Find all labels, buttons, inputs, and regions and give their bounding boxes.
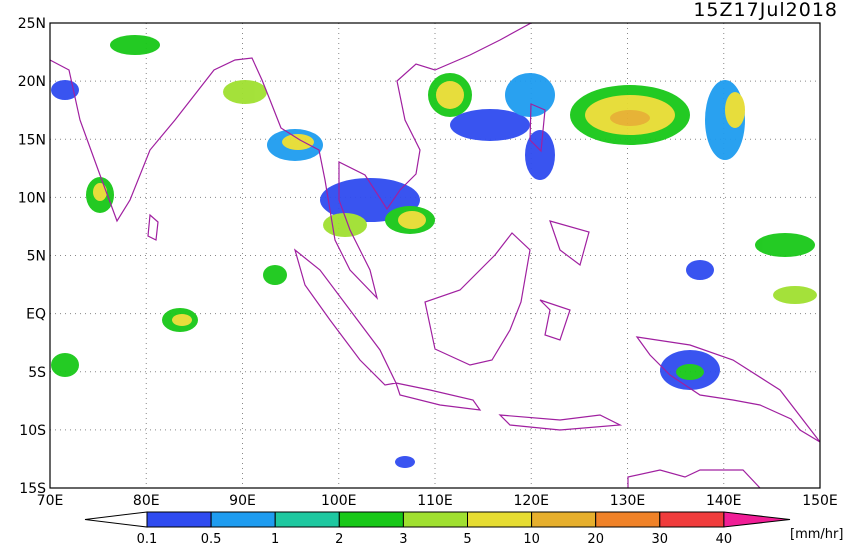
rain-area [172, 314, 192, 326]
rain-area [676, 364, 704, 380]
rain-area [450, 109, 530, 141]
latitude-label: EQ [26, 307, 46, 323]
rain-area [436, 81, 464, 109]
latitude-label: 5S [28, 365, 46, 381]
colorbar-label: 5 [463, 532, 471, 544]
colorbar-box [338, 511, 404, 528]
colorbar-box [274, 511, 340, 528]
rain-area [725, 92, 745, 128]
rain-area [395, 456, 415, 468]
colorbar-box [659, 511, 725, 528]
latitude-label: 15S [19, 481, 46, 497]
map-title: 15Z17Jul2018 [693, 0, 838, 21]
colorbar: [mm/hr] 0.1 0.5 1 2 3 5 10 20 30 40 [84, 511, 843, 547]
coastline [147, 213, 159, 241]
coastline [49, 22, 532, 301]
rain-area [93, 183, 107, 201]
colorbar-box [402, 511, 468, 528]
colorbar-box [467, 511, 533, 528]
coastline [627, 469, 761, 489]
longitude-label: 120E [513, 493, 549, 509]
latitude-label: 10S [19, 423, 46, 439]
rain-area [755, 233, 815, 257]
colorbar-box [595, 511, 661, 528]
rain-area [398, 211, 426, 229]
map-frame [49, 22, 821, 489]
colorbar-label: 3 [399, 532, 407, 544]
longitude-label: 90E [229, 493, 256, 509]
coastline [424, 232, 531, 366]
coastline [293, 248, 397, 386]
rain-area [282, 134, 314, 150]
longitude-label: 110E [417, 493, 453, 509]
colorbar-label: 40 [716, 532, 733, 544]
rain-area [686, 260, 714, 280]
rain-area [263, 265, 287, 285]
colorbar-label: 1 [271, 532, 279, 544]
longitude-label: 80E [133, 493, 160, 509]
colorbar-box [146, 511, 212, 528]
longitude-label: 130E [610, 493, 646, 509]
latitude-label: 15N [18, 132, 46, 148]
colorbar-unit: [mm/hr] [790, 527, 843, 542]
rain-area [51, 353, 79, 377]
coastline [529, 103, 590, 341]
longitude-label: 150E [802, 493, 838, 509]
colorbar-label: 10 [523, 532, 540, 544]
colorbar-label: 20 [587, 532, 604, 544]
rain-area [505, 73, 555, 117]
latitude-label: 5N [27, 249, 46, 265]
colorbar-label: 2 [335, 532, 343, 544]
precipitation [51, 35, 817, 468]
coastline [635, 336, 821, 443]
colorbar-extension [723, 511, 791, 528]
rain-area [223, 80, 267, 104]
colorbar-label: 0.5 [201, 532, 222, 544]
latitude-label: 20N [18, 74, 46, 90]
coastlines [49, 22, 821, 489]
colorbar-label: 0.1 [137, 532, 158, 544]
longitude-label: 140E [706, 493, 742, 509]
rain-area [610, 110, 650, 126]
rain-area [773, 286, 817, 304]
longitude-label: 70E [37, 493, 64, 509]
coastline [498, 414, 623, 431]
colorbar-box [531, 511, 597, 528]
rain-area [110, 35, 160, 55]
colorbar-box [210, 511, 276, 528]
coastline [395, 382, 482, 411]
longitude-label: 100E [321, 493, 357, 509]
latitude-label: 10N [18, 190, 46, 206]
latitude-label: 25N [18, 16, 46, 32]
colorbar-label: 30 [652, 532, 669, 544]
